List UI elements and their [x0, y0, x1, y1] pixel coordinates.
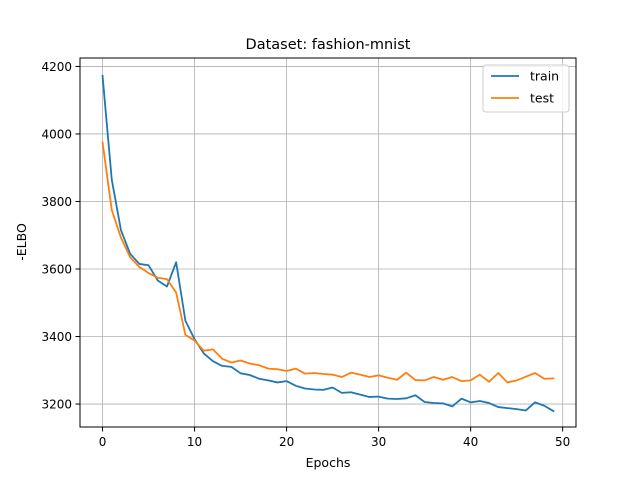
y-axis-label: -ELBO — [14, 223, 29, 261]
x-tick-label: 50 — [555, 435, 570, 449]
x-tick-label: 0 — [99, 435, 107, 449]
grid — [80, 58, 576, 427]
y-tick-label: 4200 — [41, 60, 72, 74]
x-tick-label: 40 — [463, 435, 478, 449]
axis-ticks: 0 10 20 30 40 50 3200 3400 3600 3800 4000 4200 — [41, 60, 570, 449]
series-line-test — [101, 141, 555, 384]
legend: train test — [482, 64, 570, 113]
x-tick-label: 30 — [371, 435, 386, 449]
y-tick-label: 3400 — [41, 330, 72, 344]
x-tick-label: 20 — [279, 435, 294, 449]
series-lines — [101, 74, 555, 413]
y-tick-label: 3600 — [41, 263, 72, 277]
series-line-train — [101, 74, 555, 413]
y-tick-label: 3200 — [41, 398, 72, 412]
y-tick-label: 4000 — [41, 127, 72, 141]
chart-title: Dataset: fashion-mnist — [246, 37, 411, 53]
y-tick-label: 3800 — [41, 195, 72, 209]
x-axis-label: Epochs — [306, 455, 351, 470]
legend-label-test: test — [530, 91, 554, 106]
legend-label-train: train — [530, 69, 559, 84]
x-tick-label: 10 — [187, 435, 202, 449]
plot-frame — [79, 57, 577, 428]
